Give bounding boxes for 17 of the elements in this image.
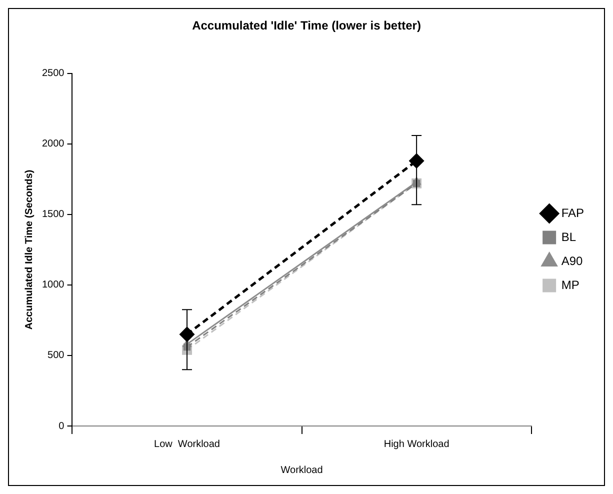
- x-axis-title: Workload: [280, 464, 323, 476]
- y-tick-label: 1000: [42, 280, 65, 291]
- legend-label: FAP: [561, 206, 584, 220]
- y-tick-label: 2500: [42, 68, 65, 80]
- y-tick-label: 500: [48, 350, 65, 362]
- point: [180, 327, 194, 342]
- y-tick-label: 0: [58, 420, 65, 432]
- point: [409, 154, 424, 168]
- y-tick-label: 1500: [42, 209, 65, 220]
- chart-title: Accumulated 'Idle' Time (lower is better): [192, 18, 421, 33]
- x-tick-label: Low Workload: [154, 438, 220, 450]
- x-tick-label: High Workload: [384, 438, 450, 450]
- legend-label: MP: [561, 278, 580, 292]
- legend-label: BL: [561, 230, 576, 244]
- y-axis-title: Accumulated Idle Time (Seconds): [24, 170, 35, 330]
- legend-label: A90: [561, 254, 583, 268]
- y-tick-label: 2000: [42, 138, 65, 150]
